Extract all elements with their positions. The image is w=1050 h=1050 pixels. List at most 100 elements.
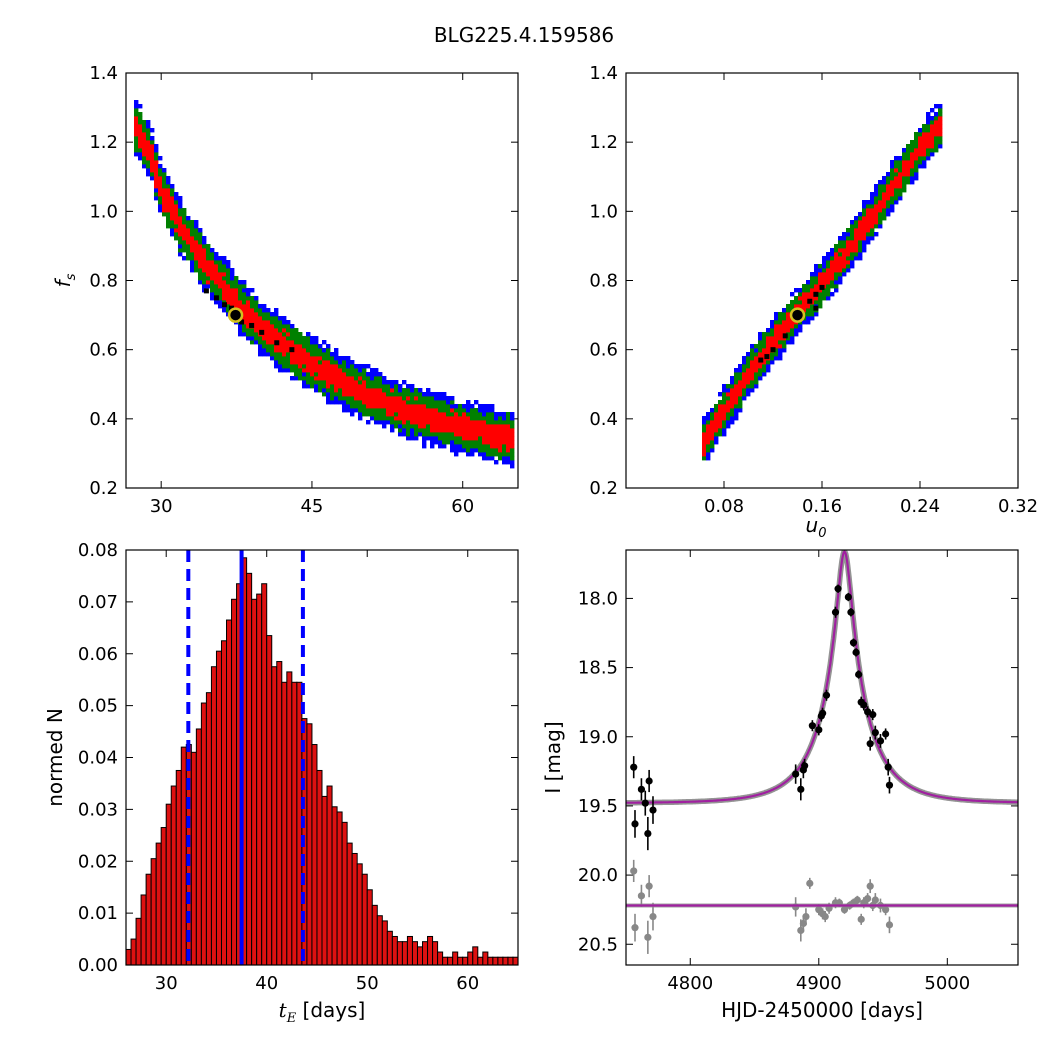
heatmap-cell [282, 352, 287, 357]
heatmap-cell [234, 292, 239, 297]
heatmap-cell [278, 356, 283, 361]
heatmap-cell [274, 320, 279, 325]
heatmap-cell [742, 380, 747, 385]
heatmap-cell [234, 288, 239, 293]
best-cell [274, 340, 280, 346]
heatmap-cell [806, 292, 811, 297]
heatmap-cell [402, 412, 407, 417]
heatmap-cell [850, 248, 855, 253]
heatmap-cell [502, 416, 507, 421]
heatmap-cell [262, 348, 267, 353]
heatmap-cell [762, 348, 767, 353]
x-axis-label-sub: 0 [818, 526, 826, 541]
heatmap-cell [750, 380, 755, 385]
best-fit-marker [227, 307, 244, 323]
heatmap-cell [138, 116, 143, 121]
heatmap-cell [890, 164, 895, 169]
heatmap-cell [470, 444, 475, 449]
data-point [844, 593, 852, 601]
heatmap-cell [242, 308, 247, 313]
heatmap-cells [134, 100, 515, 469]
histogram-bar [200, 702, 207, 965]
heatmap-cell [318, 344, 323, 349]
data-point [819, 709, 827, 717]
heatmap-cell [782, 324, 787, 329]
heatmap-cell [390, 424, 395, 429]
heatmap-cell [318, 356, 323, 361]
x-axis-label-units: [days] [296, 998, 365, 1022]
heatmap-cell [334, 392, 339, 397]
heatmap-cell [902, 188, 907, 193]
heatmap-cell [462, 436, 467, 441]
heatmap-cell [350, 364, 355, 369]
heatmap-cell [798, 292, 803, 297]
heatmap-cell [178, 200, 183, 205]
heatmap-cell [882, 216, 887, 221]
heatmap-cell [790, 304, 795, 309]
heatmap-cell [810, 288, 815, 293]
heatmap-cell [894, 200, 899, 205]
heatmap-cell [502, 412, 507, 417]
data-point [815, 726, 823, 734]
histogram-bar [246, 572, 253, 965]
heatmap-cell [794, 332, 799, 337]
heatmap-cell [898, 192, 903, 197]
heatmap-cell [350, 404, 355, 409]
heatmap-cell [878, 212, 883, 217]
heatmap-cell [462, 432, 467, 437]
heatmap-cell [414, 404, 419, 409]
heatmap-cell [762, 336, 767, 341]
heatmap-cell [742, 368, 747, 373]
heatmap-cell [838, 244, 843, 249]
heatmap-cell [414, 428, 419, 433]
heatmap-cell [818, 296, 823, 301]
heatmap-cell [482, 436, 487, 441]
heatmap-cell [290, 368, 295, 373]
heatmap-cell [750, 352, 755, 357]
heatmap-cell [902, 148, 907, 153]
heatmap-cell [810, 316, 815, 321]
heatmap-cell [502, 444, 507, 449]
heatmap-cell [922, 148, 927, 153]
heatmap-cell [158, 180, 163, 185]
heatmap-cell [282, 316, 287, 321]
heatmap-cell [510, 432, 515, 437]
data-point [801, 762, 809, 770]
histogram-bar [336, 811, 343, 965]
heatmap-cell [418, 412, 423, 417]
heatmap-cell [170, 216, 175, 221]
data-point [852, 648, 860, 656]
heatmap-cell [762, 360, 767, 365]
heatmap-cell [886, 200, 891, 205]
heatmap-cell [422, 392, 427, 397]
heatmap-cell [714, 412, 719, 417]
heatmap-cell [426, 420, 431, 425]
heatmap-cell [826, 252, 831, 257]
heatmap-cell [190, 252, 195, 257]
heatmap-cell [858, 228, 863, 233]
heatmap-cell [138, 128, 143, 133]
heatmap-cell [870, 212, 875, 217]
heatmap-cell [242, 332, 247, 337]
best-cell [813, 305, 819, 311]
heatmap-cell [486, 436, 491, 441]
heatmap-cell [142, 136, 147, 141]
heatmap-cell [230, 300, 235, 305]
residual-point [645, 882, 653, 890]
heatmap-cell [702, 444, 707, 449]
heatmap-cell [262, 332, 267, 337]
heatmap-cell [790, 328, 795, 333]
heatmap-cell [846, 244, 851, 249]
heatmap-cell [338, 396, 343, 401]
heatmap-cell [162, 200, 167, 205]
heatmap-cell [850, 236, 855, 241]
heatmap-cell [750, 344, 755, 349]
histogram-bar [447, 956, 454, 965]
heatmap-cell [302, 340, 307, 345]
x-tick-label: 40 [255, 973, 278, 994]
heatmap-cells [702, 104, 943, 461]
heatmap-cell [182, 256, 187, 261]
heatmap-cell [246, 288, 251, 293]
heatmap-cell [766, 344, 771, 349]
heatmap-cell [906, 148, 911, 153]
